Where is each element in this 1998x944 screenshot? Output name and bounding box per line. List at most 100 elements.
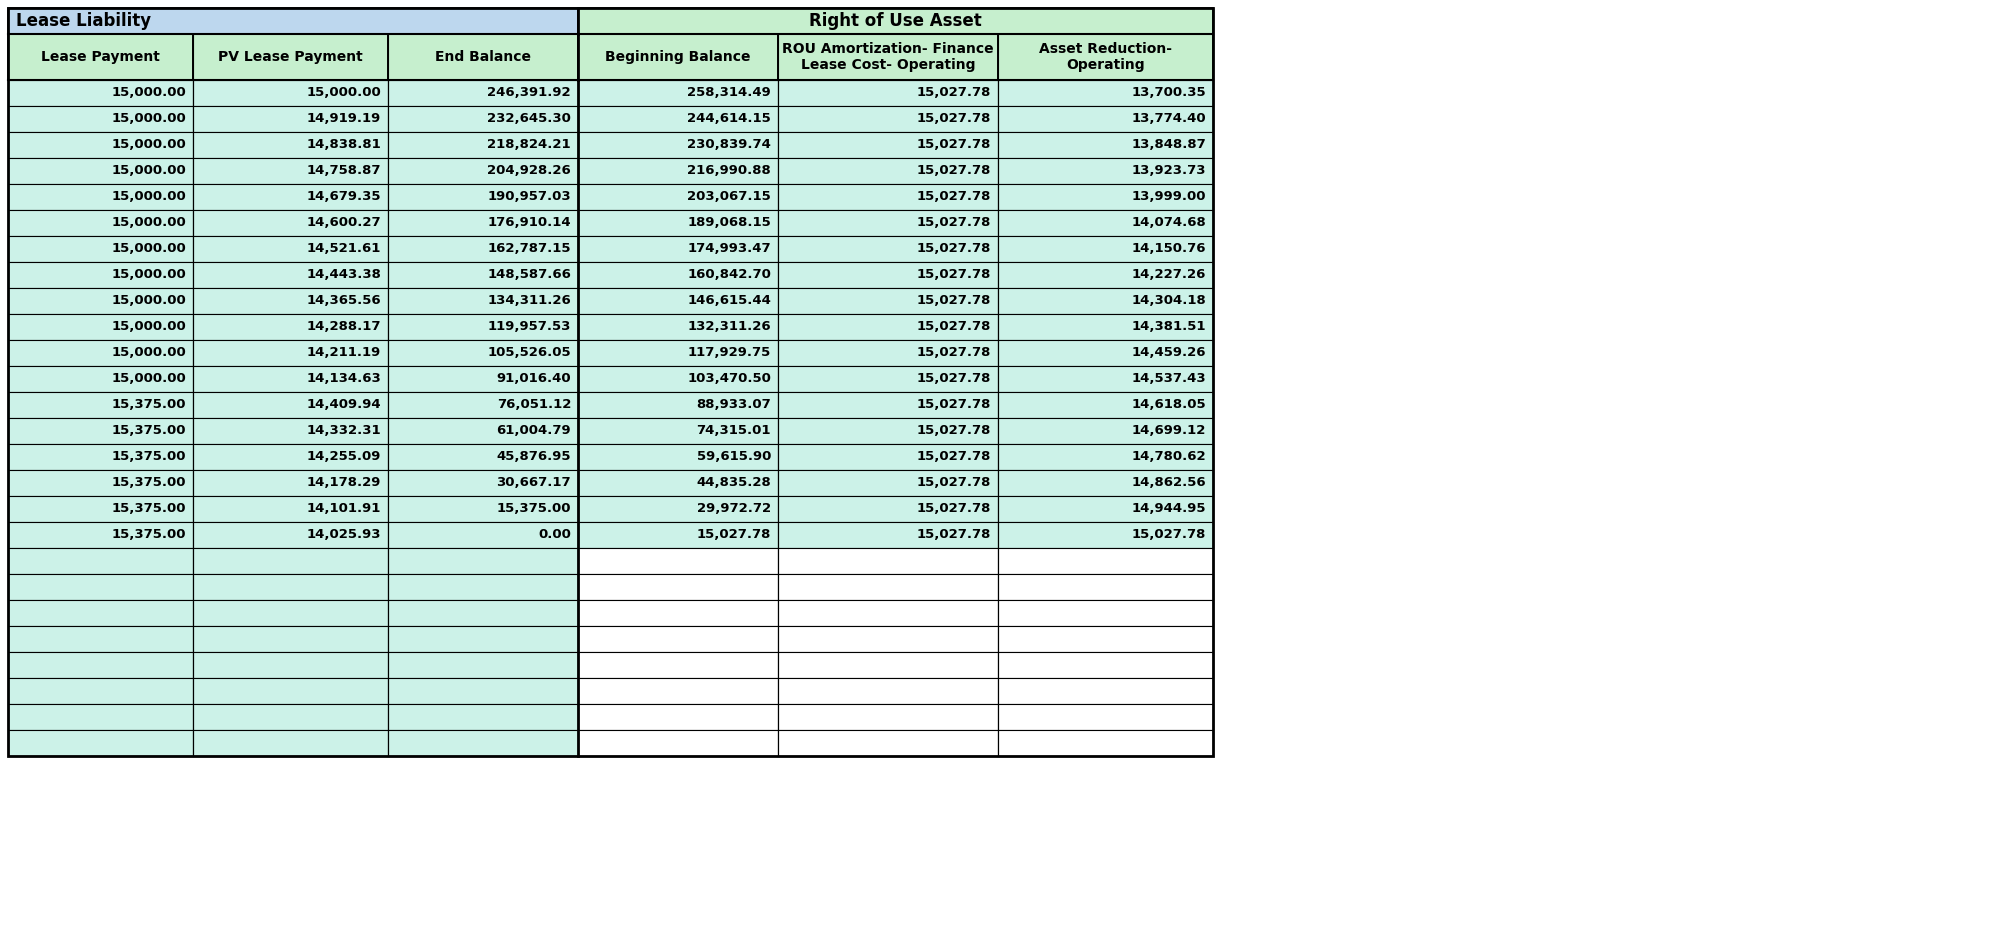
Bar (8, 288, 194, 314)
Bar (577, 236, 777, 262)
Bar (388, 288, 577, 314)
Text: 14,211.19: 14,211.19 (308, 346, 382, 360)
Text: 15,027.78: 15,027.78 (917, 502, 991, 515)
Text: 14,101.91: 14,101.91 (306, 502, 382, 515)
Bar (388, 262, 577, 288)
Bar (194, 210, 388, 236)
Bar (577, 470, 777, 496)
Bar (8, 158, 194, 184)
Text: 246,391.92: 246,391.92 (488, 87, 571, 99)
Bar (194, 158, 388, 184)
Bar (997, 366, 1213, 392)
Text: 218,824.21: 218,824.21 (488, 139, 571, 151)
Text: 14,780.62: 14,780.62 (1131, 450, 1207, 464)
Bar (194, 522, 388, 548)
Bar (997, 600, 1213, 626)
Bar (388, 236, 577, 262)
Text: 15,027.78: 15,027.78 (917, 112, 991, 126)
Text: Beginning Balance: Beginning Balance (605, 50, 751, 64)
Bar (577, 34, 777, 80)
Bar (388, 106, 577, 132)
Bar (8, 210, 194, 236)
Bar (997, 132, 1213, 158)
Text: 204,928.26: 204,928.26 (488, 164, 571, 177)
Bar (997, 678, 1213, 704)
Bar (388, 496, 577, 522)
Bar (997, 34, 1213, 80)
Bar (777, 652, 997, 678)
Bar (777, 366, 997, 392)
Bar (997, 444, 1213, 470)
Text: 14,838.81: 14,838.81 (306, 139, 382, 151)
Bar (577, 574, 777, 600)
Bar (777, 132, 997, 158)
Bar (997, 626, 1213, 652)
Bar (577, 158, 777, 184)
Text: 132,311.26: 132,311.26 (687, 321, 771, 333)
Text: 15,000.00: 15,000.00 (112, 321, 186, 333)
Bar (577, 184, 777, 210)
Text: 119,957.53: 119,957.53 (488, 321, 571, 333)
Bar (577, 496, 777, 522)
Text: 146,615.44: 146,615.44 (687, 295, 771, 308)
Bar (194, 262, 388, 288)
Text: 13,848.87: 13,848.87 (1131, 139, 1207, 151)
Bar (997, 314, 1213, 340)
Text: 15,000.00: 15,000.00 (112, 164, 186, 177)
Bar (8, 730, 194, 756)
Bar (194, 80, 388, 106)
Text: 244,614.15: 244,614.15 (687, 112, 771, 126)
Bar (777, 470, 997, 496)
Text: 14,134.63: 14,134.63 (306, 373, 382, 385)
Text: 189,068.15: 189,068.15 (687, 216, 771, 229)
Bar (8, 574, 194, 600)
Bar (577, 548, 777, 574)
Bar (997, 496, 1213, 522)
Bar (194, 496, 388, 522)
Bar (997, 158, 1213, 184)
Text: 258,314.49: 258,314.49 (687, 87, 771, 99)
Bar (8, 34, 194, 80)
Bar (8, 418, 194, 444)
Text: 190,957.03: 190,957.03 (488, 191, 571, 204)
Bar (194, 600, 388, 626)
Text: End Balance: End Balance (436, 50, 531, 64)
Text: 59,615.90: 59,615.90 (697, 450, 771, 464)
Bar (388, 730, 577, 756)
Text: 105,526.05: 105,526.05 (488, 346, 571, 360)
Text: 44,835.28: 44,835.28 (695, 477, 771, 490)
Text: 14,381.51: 14,381.51 (1131, 321, 1207, 333)
Bar (577, 626, 777, 652)
Bar (577, 210, 777, 236)
Bar (777, 184, 997, 210)
Text: 15,027.78: 15,027.78 (917, 425, 991, 437)
Bar (997, 210, 1213, 236)
Bar (194, 444, 388, 470)
Text: 14,227.26: 14,227.26 (1131, 268, 1207, 281)
Text: 15,027.78: 15,027.78 (917, 321, 991, 333)
Bar (194, 236, 388, 262)
Bar (777, 522, 997, 548)
Text: 162,787.15: 162,787.15 (488, 243, 571, 256)
Text: Lease Liability: Lease Liability (16, 12, 152, 30)
Bar (388, 574, 577, 600)
Bar (777, 600, 997, 626)
Text: 15,000.00: 15,000.00 (112, 346, 186, 360)
Bar (577, 418, 777, 444)
Text: 15,027.78: 15,027.78 (917, 529, 991, 542)
Bar (8, 366, 194, 392)
Text: 15,375.00: 15,375.00 (112, 398, 186, 412)
Text: 148,587.66: 148,587.66 (488, 268, 571, 281)
Bar (388, 548, 577, 574)
Text: 15,027.78: 15,027.78 (917, 139, 991, 151)
Text: 216,990.88: 216,990.88 (687, 164, 771, 177)
Bar (194, 626, 388, 652)
Bar (8, 548, 194, 574)
Text: 15,027.78: 15,027.78 (697, 529, 771, 542)
Bar (777, 262, 997, 288)
Bar (997, 288, 1213, 314)
Bar (577, 678, 777, 704)
Bar (194, 418, 388, 444)
Bar (8, 600, 194, 626)
Bar (577, 704, 777, 730)
